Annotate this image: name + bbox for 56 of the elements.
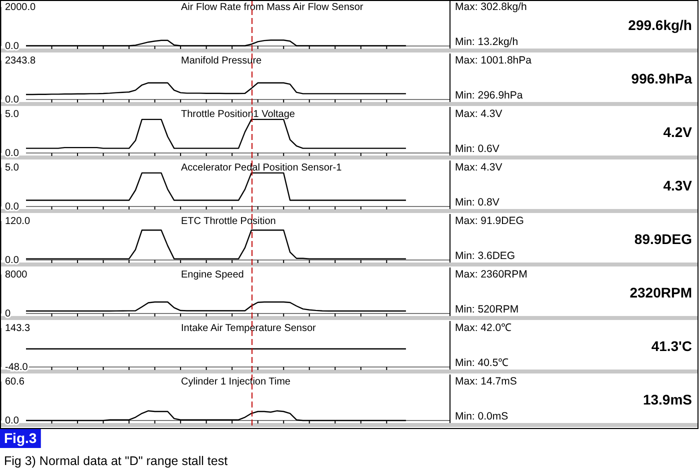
y-tick-label: 8000 — [5, 270, 28, 281]
text: 4.3V — [663, 178, 693, 194]
text: Max: 1001.8hPa — [455, 54, 532, 66]
text: 299.6kg/h — [628, 17, 692, 33]
y-tick-label: 0.0 — [5, 41, 20, 52]
text: Min: 13.2kg/h — [455, 36, 518, 48]
text: 89.9DEG — [634, 231, 692, 247]
y-tick-label: 2000.0 — [5, 2, 36, 14]
y-tick-label: 120.0 — [5, 216, 30, 228]
chart-title: Cylinder 1 Injection Time — [181, 376, 291, 388]
y-tick-label: 0 — [5, 308, 11, 320]
text: 13.9mS — [642, 392, 692, 408]
y-tick-label: 0.0 — [5, 255, 20, 266]
y-tick-label: 0.0 — [5, 94, 20, 106]
text: Max: 14.7mS — [455, 376, 517, 388]
text: Max: 2360RPM — [455, 268, 528, 280]
line-series — [25, 118, 407, 149]
text: 2320RPM — [630, 284, 692, 300]
text: Min: 296.9hPa — [455, 90, 523, 102]
text: Max: 302.8kg/h — [455, 1, 527, 13]
chart-title: Intake Air Temperature Sensor — [181, 323, 317, 334]
text: 996.9hPa — [631, 70, 692, 86]
line-series — [25, 82, 407, 96]
chart-title: ETC Throttle Position — [181, 216, 276, 227]
line-series — [25, 230, 407, 260]
y-tick-label: 0.0 — [5, 416, 20, 427]
chart-title: Engine Speed — [181, 270, 244, 280]
text: Max: 4.3V — [455, 162, 502, 174]
text: Min: 3.6DEG — [455, 250, 516, 262]
line-series — [25, 410, 407, 422]
text: Max: 42.0℃ — [455, 322, 512, 334]
text: Min: 0.6V — [455, 143, 500, 155]
chart-title: Air Flow Rate from Mass Air Flow Sensor — [181, 2, 364, 13]
line-series — [25, 301, 407, 312]
text: Fig.3 — [4, 430, 37, 446]
chart-title: Manifold Pressure — [181, 56, 262, 66]
y-tick-label: 0.0 — [5, 202, 20, 213]
y-tick-label: 0.0 — [5, 148, 20, 160]
y-tick-label: 5.0 — [5, 162, 20, 174]
text: Max: 4.3V — [455, 108, 502, 120]
text: Min: 0.8V — [455, 196, 500, 208]
y-tick-label: -48.0 — [5, 362, 28, 374]
text: Max: 91.9DEG — [455, 215, 524, 227]
text: 4.2V — [663, 124, 693, 140]
y-tick-label: 143.3 — [5, 323, 30, 334]
text: Fig 3) Normal data at "D" range stall test — [4, 454, 228, 468]
y-tick-label: 60.6 — [5, 376, 25, 388]
y-tick-label: 5.0 — [5, 109, 20, 120]
chart-title: Accelerator Pedal Position Sensor-1 — [181, 162, 342, 174]
text: 41.3'C — [651, 338, 692, 354]
text: Min: 520RPM — [455, 304, 519, 316]
text: Min: 40.5℃ — [455, 357, 510, 369]
text: Min: 0.0mS — [455, 410, 508, 422]
line-series — [25, 172, 407, 201]
y-tick-label: 2343.8 — [5, 56, 36, 67]
chart-title: Throttle Position1 Voltage — [181, 109, 296, 120]
